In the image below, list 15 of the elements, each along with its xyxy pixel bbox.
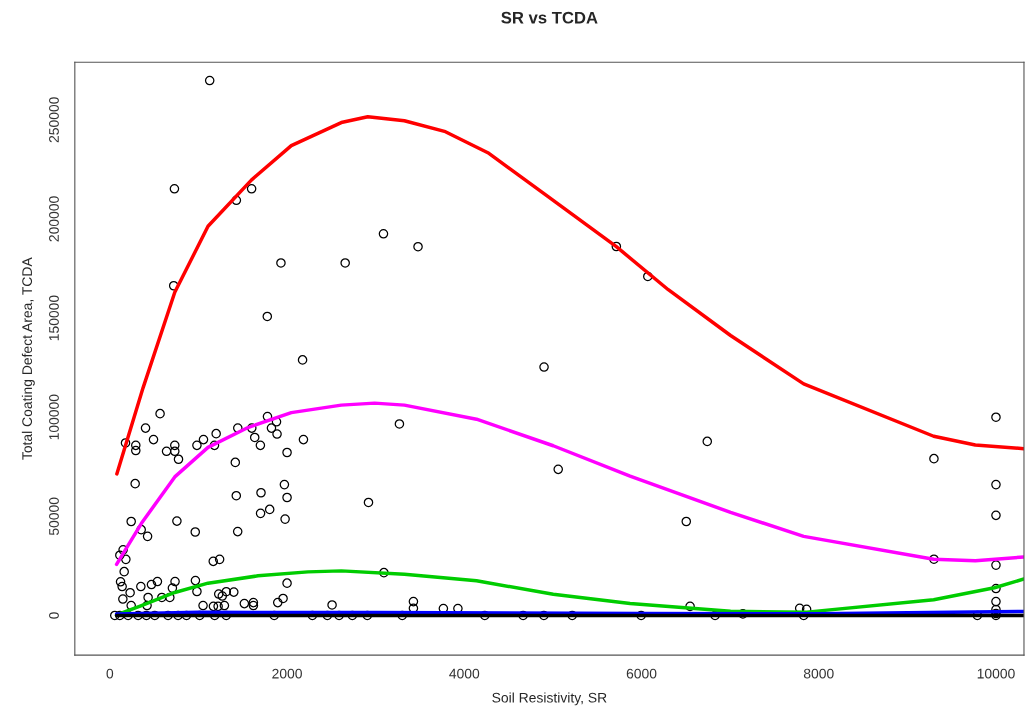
y-tick-label: 0: [49, 612, 59, 619]
x-axis-title: Soil Resistivity, SR: [492, 692, 607, 706]
y-tick-label: 200000: [49, 196, 59, 242]
y-axis-title: Total Coating Defect Area, TCDA: [21, 257, 35, 460]
x-tick-label: 2000: [272, 668, 302, 679]
x-tick-label: 6000: [626, 668, 657, 679]
y-tick-label: 250000: [49, 97, 59, 143]
x-tick-label: 8000: [803, 668, 834, 679]
x-tick-label: 4000: [449, 668, 480, 679]
x-tick-label: 0: [106, 668, 114, 679]
y-tick-label: 150000: [49, 295, 59, 341]
y-tick-label: 50000: [49, 497, 59, 536]
x-tick-label: 10000: [977, 668, 1015, 679]
y-tick-label: 100000: [49, 394, 59, 440]
chart-title: SR vs TCDA: [501, 11, 598, 24]
